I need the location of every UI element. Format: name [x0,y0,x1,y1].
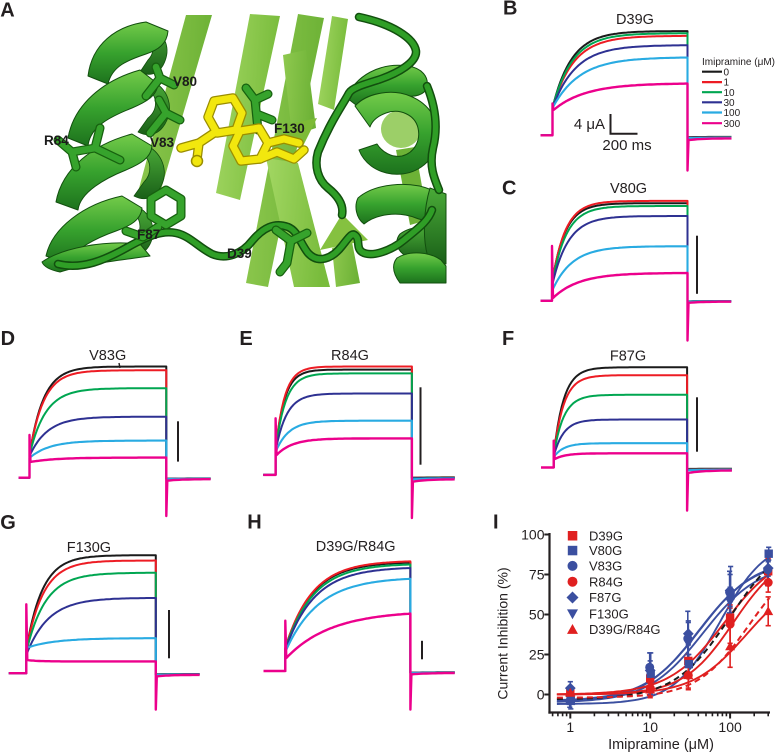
svg-text:Imipramine (μM): Imipramine (μM) [608,737,714,753]
svg-text:D39G/R84G: D39G/R84G [589,622,661,637]
svg-text:R84G: R84G [331,348,369,364]
svg-text:I: I [493,511,499,533]
svg-text:75: 75 [529,567,545,583]
svg-text:V83G: V83G [589,559,622,574]
svg-text:1: 1 [566,719,574,735]
svg-text:D39G: D39G [616,12,654,28]
svg-text:F87G: F87G [610,349,646,365]
svg-text:D39: D39 [227,246,252,261]
svg-text:100: 100 [718,719,742,735]
svg-text:D39G: D39G [589,528,623,543]
svg-text:100: 100 [521,527,545,543]
svg-text:F130G: F130G [589,606,629,621]
svg-text:F130: F130 [274,121,305,136]
svg-text:F130G: F130G [67,540,111,556]
svg-text:4 μA: 4 μA [574,116,605,133]
svg-text:D39G/R84G: D39G/R84G [316,539,396,555]
svg-text:0: 0 [724,67,730,78]
svg-text:Current Inhibition (%): Current Inhibition (%) [495,567,511,699]
svg-text:V80G: V80G [589,543,622,558]
svg-text:F: F [502,328,514,350]
svg-text:R84G: R84G [589,574,623,589]
svg-text:25: 25 [529,647,545,663]
svg-text:1: 1 [724,78,730,89]
svg-text:F87: F87 [137,227,160,242]
svg-text:10: 10 [642,719,658,735]
svg-text:G: G [0,512,16,534]
svg-text:100: 100 [724,108,741,119]
svg-text:C: C [502,178,516,200]
svg-text:30: 30 [724,98,736,109]
svg-text:V83: V83 [150,135,175,150]
svg-text:D: D [1,328,15,350]
svg-text:A: A [0,0,14,21]
svg-text:0: 0 [537,687,545,703]
svg-text:Imipramine (μM):: Imipramine (μM): [702,57,775,68]
svg-text:200 ms: 200 ms [602,137,651,154]
svg-text:V80G: V80G [610,181,647,197]
svg-text:H: H [247,512,261,534]
svg-text:E: E [239,328,252,350]
svg-text:V83G: V83G [89,348,126,364]
svg-text:10: 10 [724,88,736,99]
svg-text:F87G: F87G [589,590,622,605]
svg-text:V80: V80 [173,74,197,89]
svg-text:B: B [503,0,517,20]
svg-text:300: 300 [724,119,741,130]
svg-text:50: 50 [529,607,545,623]
svg-text:R84: R84 [44,133,69,148]
